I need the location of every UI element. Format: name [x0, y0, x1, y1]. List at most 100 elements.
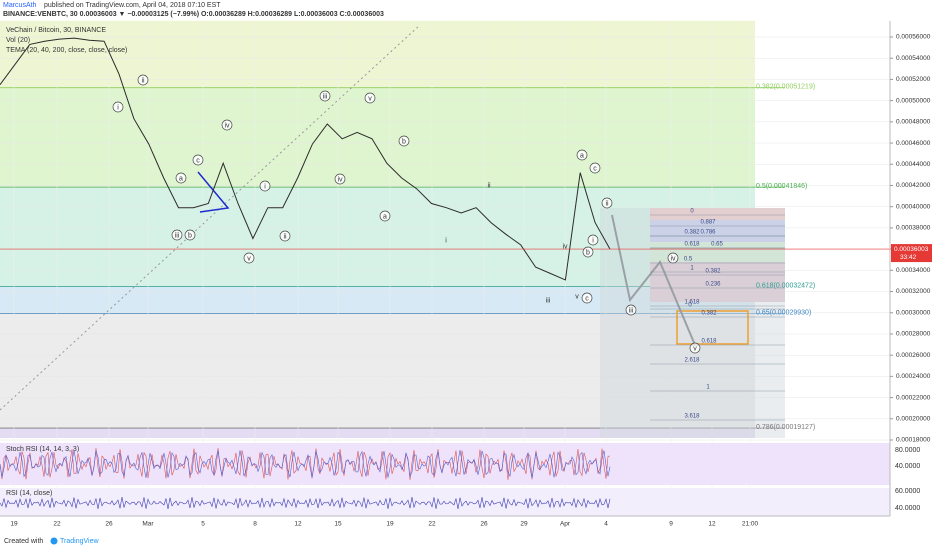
footer-brand[interactable]: TradingView: [60, 538, 99, 545]
publisher[interactable]: MarcusAth: [3, 2, 37, 9]
date-label: 12: [708, 521, 716, 528]
wave-label: c: [196, 157, 200, 164]
wave-label: iii: [323, 93, 328, 100]
wave-label: a: [383, 213, 387, 220]
projection-label: 0.382: [705, 269, 721, 275]
projection-label: 0.786: [700, 230, 716, 236]
oscillator-line: [0, 448, 611, 480]
projection-label: 3.618: [684, 414, 700, 420]
fib-label: 0.5(0.00041846): [756, 183, 807, 190]
projection-label: 0.236: [705, 282, 721, 288]
y-tick-label: 0.00054000: [896, 55, 931, 62]
projection-label: 2.618: [684, 358, 700, 364]
wave-label: ii: [487, 182, 491, 189]
wave-circle: [243, 252, 255, 264]
y-tick-label: 0.00026000: [896, 352, 931, 359]
tv-logo: [50, 537, 58, 545]
projection-label: 0: [688, 303, 692, 309]
annotations: 0.382(0.00051219) 0.5(0.00041846) 0.618(0.…: [112, 74, 815, 431]
wave-label: iii: [629, 307, 634, 314]
footer-created: Created with: [4, 538, 43, 545]
stoch-tick: 40.0000: [895, 463, 920, 470]
y-tick-label: 0.00018000: [896, 437, 931, 444]
wave-label: v: [693, 345, 697, 352]
header-bg: [0, 0, 932, 21]
y-tick-label: 0.00032000: [896, 288, 931, 295]
fib-band: [0, 187, 755, 287]
wave-label: b: [188, 232, 192, 239]
y-tick-label: 0.00052000: [896, 76, 931, 83]
indicator-name: Stoch RSI (14, 14, 3, 3): [6, 446, 79, 453]
fib-label: 0.382(0.00051219): [756, 84, 815, 91]
wave-label: v: [247, 255, 251, 262]
date-label: 5: [201, 521, 205, 528]
wave-circle: [171, 229, 183, 241]
wave-circle: [625, 304, 637, 316]
date-label: 4: [604, 521, 608, 528]
wave-circle: [398, 135, 410, 147]
fib-band: [0, 313, 755, 429]
fib-label: 0.65(0.00029930): [756, 309, 811, 316]
projection-label: 0.887: [700, 220, 716, 226]
date-label: 22: [53, 521, 61, 528]
y-tick-label: 0.00042000: [896, 182, 931, 189]
date-label: 22: [428, 521, 436, 528]
y-tick-label: 0.00034000: [896, 267, 931, 274]
wave-label: b: [586, 249, 590, 256]
wave-circle: [175, 172, 187, 184]
date-label: 21:00: [742, 521, 759, 528]
wave-label: iv: [562, 243, 568, 250]
wave-circle: [689, 342, 701, 354]
symbol-line: BINANCE:VENBTC, 30 0.00036003 ▼ −0.00003…: [3, 11, 384, 18]
date-label: 19: [10, 521, 18, 528]
projection-zone: [650, 220, 785, 242]
date-label: 29: [520, 521, 528, 528]
date-label: 19: [386, 521, 394, 528]
last-price-label: 0.00036003: [894, 246, 929, 253]
projection-label: 1.618: [684, 300, 700, 306]
wave-circle: [581, 292, 593, 304]
wave-label: v: [575, 293, 579, 300]
wave-circle: [589, 162, 601, 174]
wave-label: i: [264, 183, 266, 190]
oscillator-line: [0, 450, 611, 478]
countdown: 33:42: [900, 254, 917, 261]
rsi-pane: [0, 488, 890, 516]
projection-label: 0.382: [684, 230, 700, 236]
indicator-name: RSI (14, close): [6, 490, 52, 497]
projection-zone: [650, 242, 785, 262]
fib-band: [0, 20, 755, 88]
wave-label: i: [592, 237, 594, 244]
date-label: 15: [334, 521, 342, 528]
projection-shade: [600, 208, 785, 438]
wave-circle: [582, 246, 594, 258]
y-tick-label: 0.00020000: [896, 416, 931, 423]
grid: [0, 20, 890, 516]
wave-label: i: [445, 237, 447, 244]
wave-label: a: [580, 152, 584, 159]
projection-label: 0.65: [711, 242, 723, 248]
wave-label: iii: [546, 297, 551, 304]
y-tick-label: 0.00022000: [896, 394, 931, 401]
fib-bands: [0, 20, 785, 438]
wave-label: iv: [224, 122, 230, 129]
stoch-tick: 80.0000: [895, 447, 920, 454]
wave-circle: [334, 173, 346, 185]
projection-label: 0.382: [701, 311, 717, 317]
wave-label: a: [179, 175, 183, 182]
projection-label: 0.618: [701, 339, 717, 345]
wave-circle: [279, 230, 291, 242]
y-tick-label: 0.00040000: [896, 203, 931, 210]
wave-circle: [379, 210, 391, 222]
wave-label: iii: [175, 232, 180, 239]
date-label: Apr: [560, 521, 571, 528]
projection-label: 1: [706, 385, 710, 391]
fib-label: 0.618(0.00032472): [756, 282, 815, 289]
y-tick-label: 0.00050000: [896, 97, 931, 104]
rsi-tick: 40.0000: [895, 505, 920, 512]
wave-label: b: [402, 138, 406, 145]
wave-label: i: [117, 104, 119, 111]
date-label: 8: [253, 521, 257, 528]
wave-label: v: [368, 95, 372, 102]
